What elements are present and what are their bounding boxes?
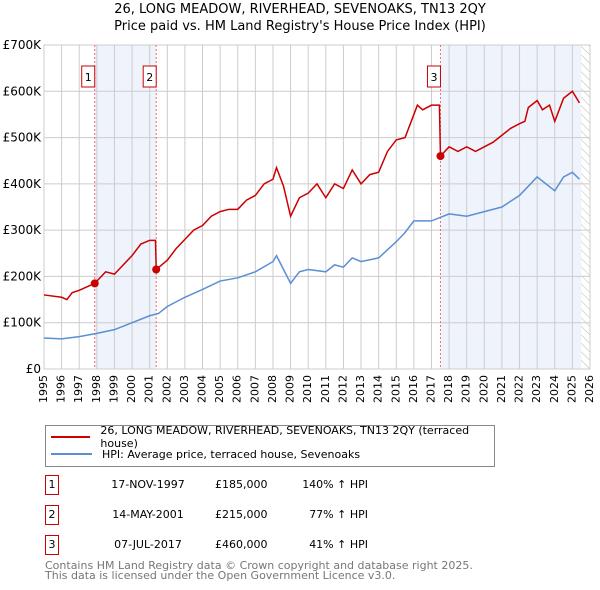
y-tick-label: £0 — [26, 362, 41, 376]
footer: Contains HM Land Registry data © Crown c… — [45, 559, 473, 582]
x-tick-label: 1998 — [90, 375, 103, 403]
y-tick-label: £200K — [3, 269, 43, 283]
sale-row: 1 17-NOV-1997 £185,000 140% ↑ HPI — [45, 475, 465, 497]
x-tick-label: 2003 — [178, 375, 191, 403]
sale-row: 3 07-JUL-2017 £460,000 41% ↑ HPI — [45, 535, 465, 557]
hpi-line — [43, 171, 580, 340]
sale-row: 2 14-MAY-2001 £215,000 77% ↑ HPI — [45, 505, 465, 527]
x-tick-label: 2007 — [248, 375, 261, 403]
legend-label: HPI: Average price, terraced house, Seve… — [102, 447, 361, 461]
sale-badge — [81, 65, 96, 88]
sale-badge: 3 — [45, 535, 59, 555]
sale-badge — [142, 65, 157, 88]
sale-hpi-change: 41% ↑ HPI — [309, 538, 368, 551]
x-tick-label: 2025 — [565, 375, 578, 403]
sale-date: 14-MAY-2001 — [112, 508, 184, 521]
x-tick-label: 2012 — [336, 375, 349, 403]
sale-price: £185,000 — [215, 478, 268, 491]
x-tick-label: 2022 — [513, 375, 526, 403]
legend-label: 26, LONG MEADOW, RIVERHEAD, SEVENOAKS, T… — [100, 424, 470, 450]
chart-title: 26, LONG MEADOW, RIVERHEAD, SEVENOAKS, T… — [114, 2, 486, 17]
sale-hpi-change: 140% ↑ HPI — [302, 478, 368, 491]
shaded-period — [94, 45, 157, 369]
x-tick-label: 1999 — [107, 375, 120, 403]
x-tick-label: 2019 — [460, 375, 473, 403]
y-tick-label: £100K — [3, 316, 43, 330]
sale-badge-label: 2 — [146, 71, 153, 84]
sale-point — [90, 279, 99, 288]
x-tick-label: 1996 — [55, 375, 68, 403]
x-tick-label: 2010 — [301, 375, 314, 403]
y-tick-label: £600K — [3, 84, 43, 98]
sale-badge: 2 — [45, 505, 59, 525]
sale-hpi-change: 77% ↑ HPI — [309, 508, 368, 521]
sale-badge: 1 — [45, 475, 59, 495]
sale-badge — [426, 65, 441, 88]
x-tick-label: 2011 — [319, 375, 332, 403]
legend-item-hpi: HPI: Average price, terraced house, Seve… — [51, 446, 360, 462]
x-tick-label: 2002 — [160, 375, 173, 403]
x-tick-label: 2026 — [583, 375, 596, 403]
footer-copyright: Contains HM Land Registry data © Crown c… — [45, 559, 473, 572]
x-tick-label: 2013 — [354, 375, 367, 403]
footer-licence: This data is licensed under the Open Gov… — [45, 569, 396, 582]
legend-swatch-hpi — [51, 453, 92, 455]
x-tick-label: 2017 — [424, 375, 437, 403]
x-tick-label: 2020 — [477, 375, 490, 403]
x-tick-label: 2000 — [125, 375, 138, 403]
x-tick-label: 2014 — [372, 375, 385, 403]
price-chart: 1995 1996 1997 1998 1999 2000 2001 2002 2003 2004… — [3, 38, 596, 403]
legend-swatch-price — [51, 436, 91, 438]
x-tick-label: 2024 — [548, 375, 561, 403]
x-tick-label: 2006 — [231, 375, 244, 403]
price-line — [43, 90, 581, 301]
x-tick-label: 2018 — [442, 375, 455, 403]
x-tick-label: 2009 — [284, 375, 297, 403]
sale-badge-label: 3 — [430, 71, 437, 84]
x-tick-label: 2004 — [196, 375, 209, 403]
sale-date: 07-JUL-2017 — [114, 538, 182, 551]
x-tick-label: 1995 — [37, 375, 50, 403]
x-tick-label: 2021 — [495, 375, 508, 403]
sale-price: £460,000 — [215, 538, 268, 551]
x-tick-label: 2005 — [213, 375, 226, 403]
x-tick-label: 2015 — [389, 375, 402, 403]
x-tick-label: 2008 — [266, 375, 279, 403]
sale-point — [436, 152, 445, 161]
sale-price: £215,000 — [215, 508, 268, 521]
forecast-hatch — [581, 45, 590, 369]
sale-date: 17-NOV-1997 — [111, 478, 185, 491]
x-tick-label: 2023 — [530, 375, 543, 403]
legend: 26, LONG MEADOW, RIVERHEAD, SEVENOAKS, T… — [45, 424, 495, 467]
shaded-period — [440, 45, 582, 369]
plot-frame — [43, 44, 591, 370]
sale-point — [152, 265, 161, 274]
y-tick-label: £700K — [3, 38, 43, 52]
sale-badge-label: 1 — [85, 71, 92, 84]
x-tick-label: 2016 — [407, 375, 420, 403]
y-tick-label: £500K — [3, 131, 43, 145]
x-tick-label: 2001 — [143, 375, 156, 403]
chart-subtitle: Price paid vs. HM Land Registry's House … — [114, 19, 486, 34]
legend-item-price: 26, LONG MEADOW, RIVERHEAD, SEVENOAKS, T… — [51, 424, 494, 450]
y-tick-label: £400K — [3, 177, 43, 191]
y-tick-label: £300K — [3, 223, 43, 237]
x-tick-label: 1997 — [72, 375, 85, 403]
